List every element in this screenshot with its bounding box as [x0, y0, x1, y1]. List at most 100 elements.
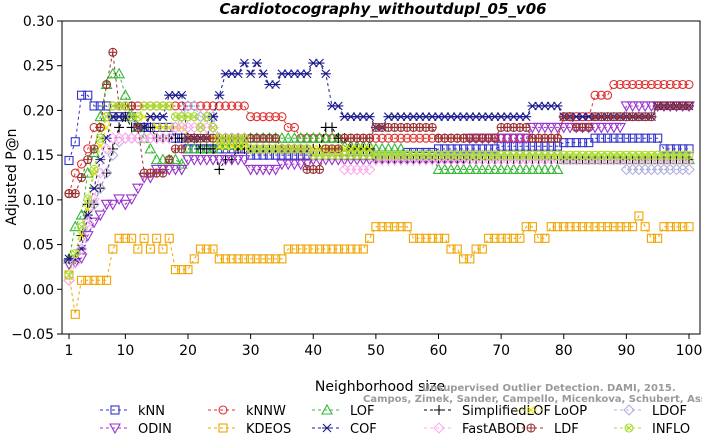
- data-point-kdeos: [102, 275, 112, 285]
- data-point-inflo: [333, 150, 343, 160]
- data-point-inflo: [152, 101, 162, 111]
- data-point-inflo: [221, 133, 231, 143]
- data-point-inflo: [296, 144, 306, 154]
- data-point-kdeos: [145, 244, 155, 254]
- data-point-kdeos: [471, 244, 481, 254]
- credit-line-1: Unsupervised Outlier Detection. DAMI, 20…: [422, 383, 676, 394]
- data-point-inflo: [277, 144, 287, 154]
- data-point-ldf: [490, 133, 500, 143]
- data-point-lof: [513, 163, 526, 175]
- data-point-lof: [532, 163, 545, 175]
- data-point-knnw: [239, 101, 249, 111]
- data-point-inflo: [340, 150, 350, 160]
- data-point-kdeos: [458, 254, 469, 264]
- legend-marker-kdeos: [218, 423, 228, 433]
- data-point-odin: [626, 101, 639, 113]
- x-tick-label: 50: [367, 343, 385, 359]
- legend-item-loop: LoOP: [516, 404, 587, 419]
- data-point-kdeos: [490, 233, 500, 243]
- data-point-kdeos: [615, 222, 625, 232]
- data-point-inflo: [83, 194, 93, 204]
- data-point-inflo: [95, 133, 105, 143]
- data-point-inflo: [646, 150, 656, 160]
- data-point-inflo: [477, 150, 487, 160]
- data-point-cof: [157, 112, 168, 122]
- y-tick-label: 0.00: [23, 282, 54, 298]
- data-point-ldof: [683, 163, 695, 176]
- data-point-inflo: [127, 112, 137, 122]
- legend: kNN kNNW LOF SimplifiedLOF LoOP LDOF ODIN KDEOS…: [100, 403, 690, 434]
- legend-label-fastabod: FastABOD: [462, 422, 526, 434]
- data-point-kdeos: [484, 233, 494, 243]
- data-point-ldf: [365, 133, 375, 143]
- data-point-odin: [213, 155, 226, 166]
- y-tick-label: 0.10: [23, 193, 54, 209]
- data-point-odin: [250, 164, 263, 176]
- data-point-lof: [301, 132, 313, 143]
- data-point-ldf: [552, 133, 563, 143]
- data-point-kdeos: [571, 222, 581, 232]
- data-point-inflo: [365, 150, 375, 160]
- data-point-odin: [175, 164, 188, 176]
- data-point-ldf: [646, 112, 656, 122]
- data-point-kdeos: [515, 233, 525, 243]
- data-point-ldf: [565, 112, 575, 122]
- y-tick-label: 0.15: [23, 148, 54, 164]
- data-point-kdeos: [164, 233, 174, 243]
- data-point-kdeos: [371, 222, 381, 232]
- data-point-loop: [233, 141, 243, 151]
- x-tick-label: 20: [179, 343, 197, 359]
- data-point-inflo: [233, 133, 243, 143]
- data-point-odin: [507, 133, 520, 145]
- data-point-kdeos: [521, 222, 531, 232]
- legend-item-knnw: kNNW: [208, 404, 286, 419]
- data-point-knn: [671, 144, 682, 154]
- data-point-knn: [628, 133, 638, 143]
- legend-marker-cof: [322, 423, 332, 433]
- data-point-simplifiedlof: [101, 168, 112, 179]
- data-point-ldf: [158, 168, 168, 178]
- data-point-inflo: [289, 144, 300, 154]
- data-point-knn: [609, 133, 619, 143]
- data-point-inflo: [559, 150, 569, 160]
- data-point-kdeos: [352, 244, 362, 254]
- data-point-odin: [225, 155, 238, 166]
- data-point-cof: [320, 69, 331, 79]
- data-point-kdeos: [302, 244, 312, 254]
- data-point-odin: [501, 133, 514, 145]
- data-point-inflo: [684, 150, 694, 160]
- data-point-knnw: [289, 122, 300, 132]
- data-point-knn: [559, 138, 569, 148]
- data-point-inflo: [302, 144, 312, 154]
- data-point-loop: [227, 141, 237, 151]
- data-point-knnw: [277, 112, 287, 122]
- data-point-inflo: [534, 150, 544, 160]
- data-point-kdeos: [346, 244, 356, 254]
- data-point-knn: [621, 133, 631, 143]
- data-point-knn: [70, 137, 80, 147]
- data-point-inflo: [402, 150, 412, 160]
- data-point-knnw: [396, 133, 406, 143]
- data-point-fastabod: [163, 132, 175, 144]
- data-point-inflo: [509, 150, 519, 160]
- data-point-lof: [313, 132, 326, 143]
- data-point-knnw: [246, 112, 256, 122]
- data-point-kdeos: [659, 222, 669, 232]
- data-point-inflo: [139, 101, 149, 111]
- data-point-inflo: [471, 150, 481, 160]
- data-point-knn: [440, 144, 450, 154]
- x-tick-label: 1: [65, 343, 74, 359]
- data-point-kdeos: [308, 244, 318, 254]
- data-point-lof: [463, 163, 476, 175]
- data-point-ldf: [89, 144, 99, 154]
- data-point-knn: [484, 144, 494, 154]
- data-point-lof: [457, 163, 470, 175]
- data-point-kdeos: [83, 275, 93, 285]
- data-point-odin: [557, 122, 570, 134]
- data-point-odin: [113, 194, 126, 206]
- data-point-knnw: [621, 79, 631, 90]
- data-point-fastabod: [363, 163, 376, 176]
- data-point-odin: [169, 164, 182, 176]
- data-point-inflo: [590, 150, 600, 160]
- data-point-kdeos: [189, 254, 199, 264]
